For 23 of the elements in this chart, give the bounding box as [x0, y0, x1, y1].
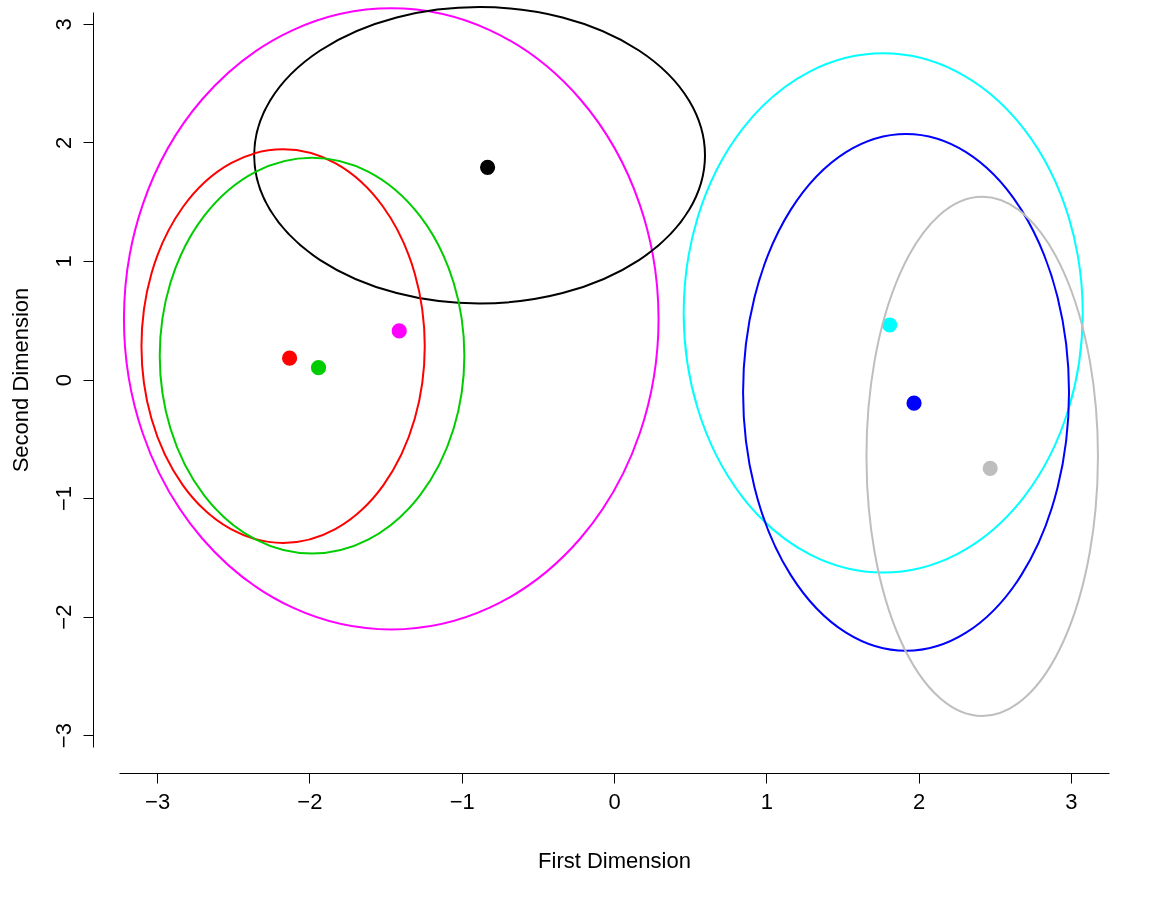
x-axis-title: First Dimension: [538, 847, 691, 873]
y-tick-label: −3: [50, 723, 76, 749]
y-axis-title: Second Dimension: [7, 287, 33, 473]
point: [310, 360, 327, 376]
y-tick-label: 0: [50, 373, 76, 387]
x-tick-label: 2: [912, 788, 926, 814]
x-tick-label: 3: [1065, 788, 1078, 814]
x-tick-label: 1: [760, 788, 773, 814]
point: [391, 323, 407, 339]
y-tick-label: 1: [50, 255, 76, 268]
point: [906, 395, 922, 411]
point: [480, 159, 496, 175]
point: [982, 460, 998, 476]
y-tick-label: −1: [50, 486, 76, 512]
y-tick-label: −2: [50, 604, 76, 630]
x-tick-label: −1: [449, 788, 475, 814]
x-tick-label: −2: [297, 788, 323, 814]
x-tick-label: −3: [145, 788, 171, 814]
y-tick-label: 3: [50, 18, 76, 31]
point: [282, 350, 298, 366]
point: [882, 317, 898, 333]
x-tick-label: 0: [608, 788, 621, 814]
y-tick-label: 2: [50, 136, 76, 150]
